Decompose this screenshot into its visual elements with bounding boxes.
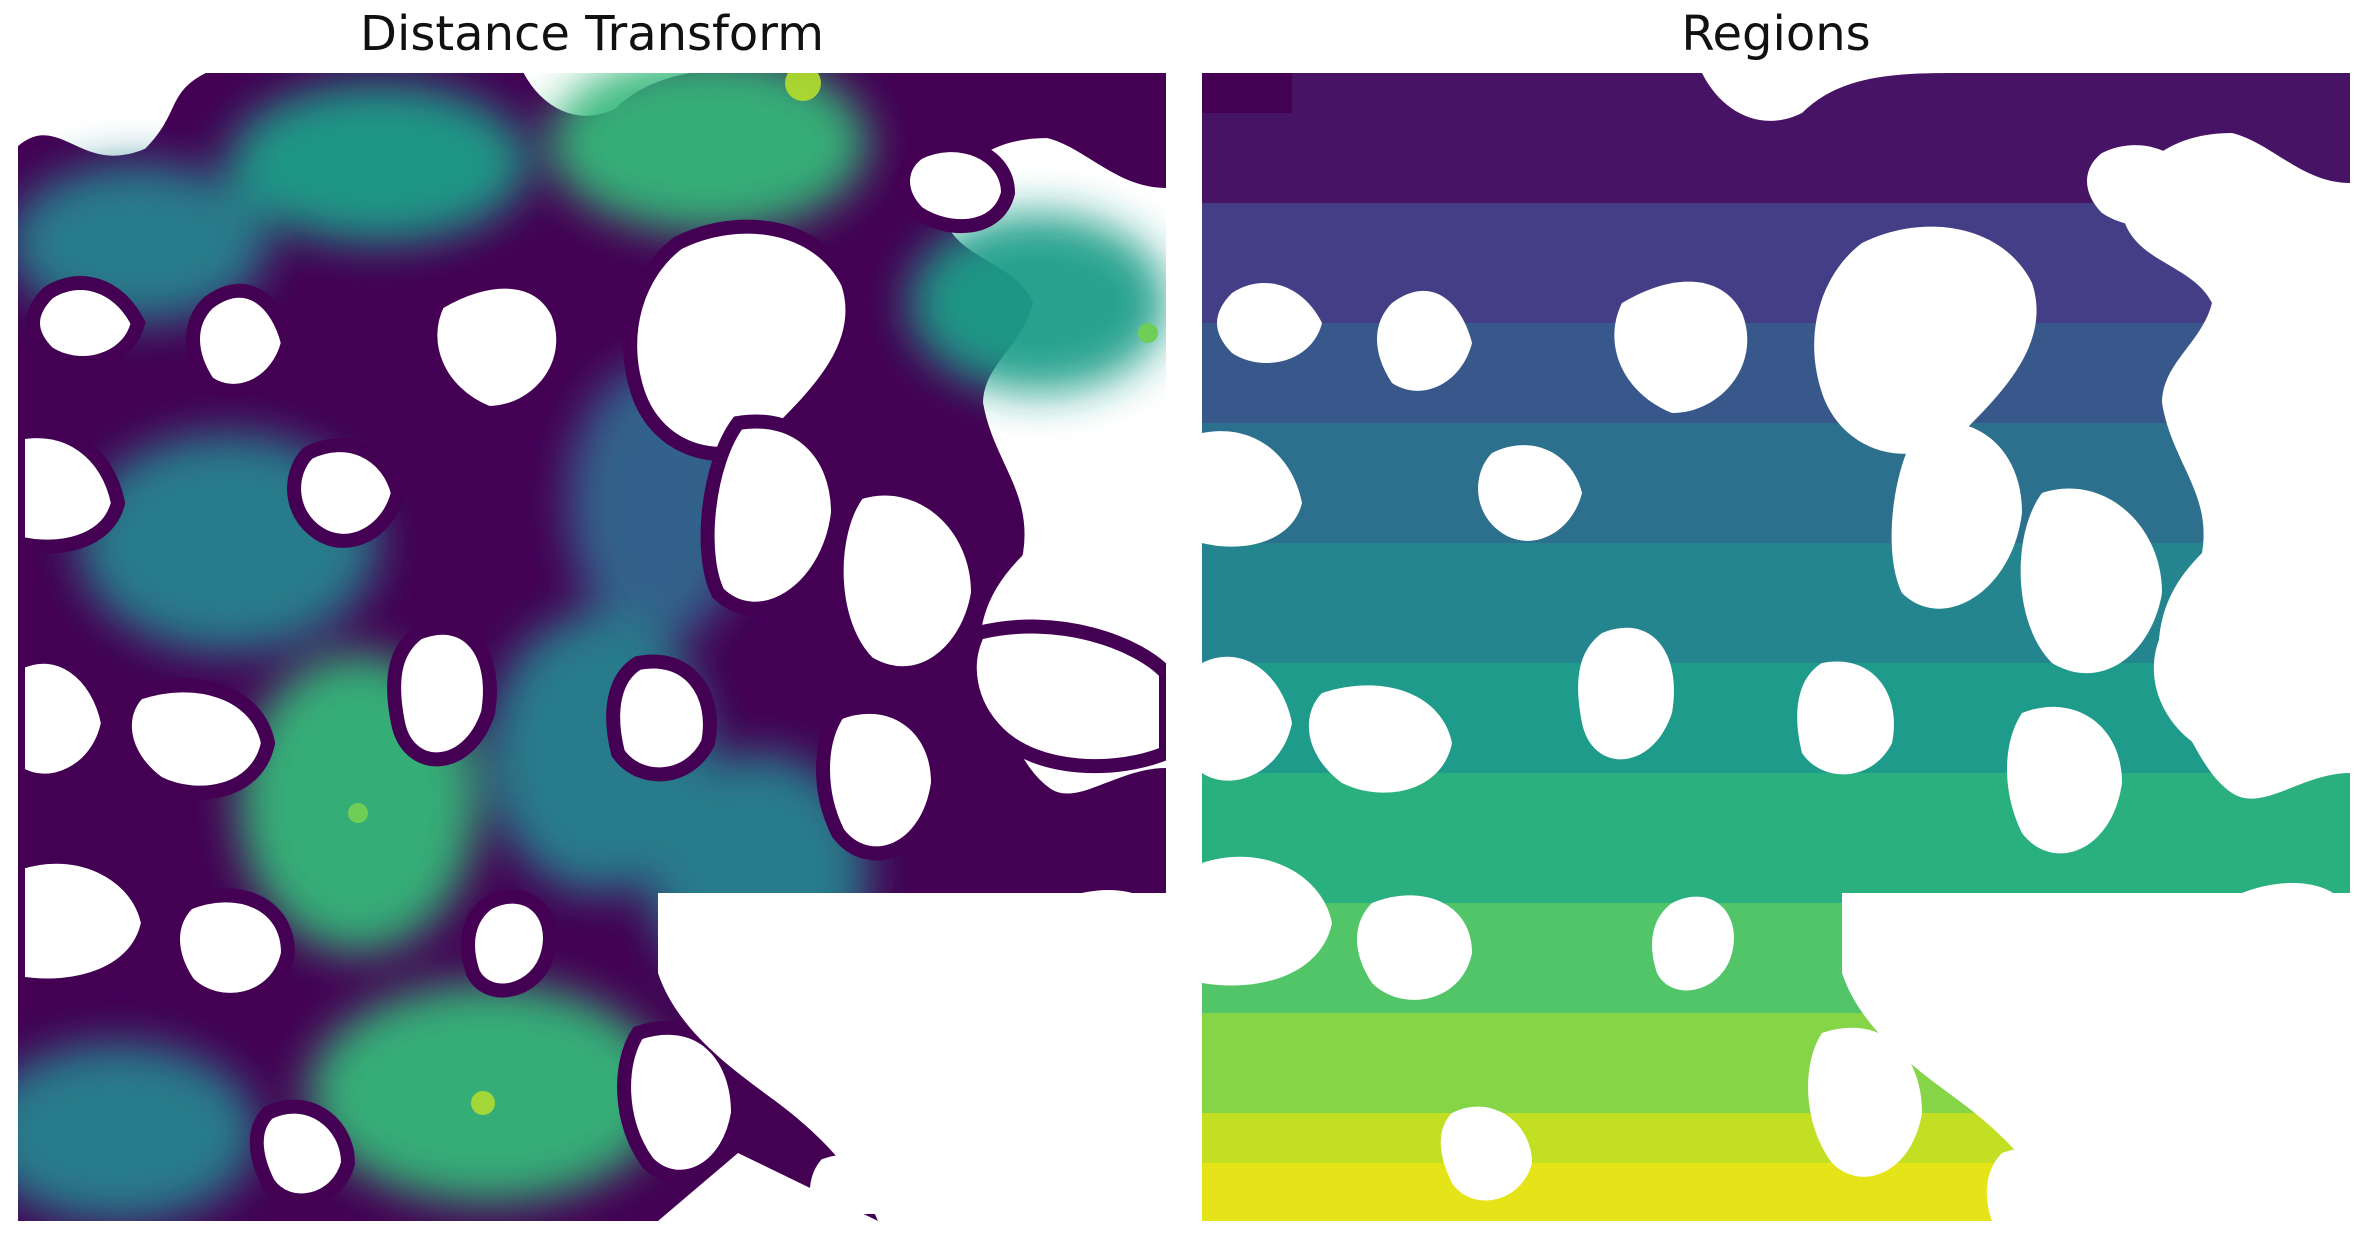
distance-transform-image: [18, 73, 1166, 1221]
regions-title: Regions: [1681, 6, 1871, 62]
regions-image: [1202, 73, 2350, 1221]
regions-panel: [1202, 73, 2350, 1221]
distance-transform-title: Distance Transform: [360, 6, 824, 62]
distance-transform-panel: [18, 73, 1166, 1221]
